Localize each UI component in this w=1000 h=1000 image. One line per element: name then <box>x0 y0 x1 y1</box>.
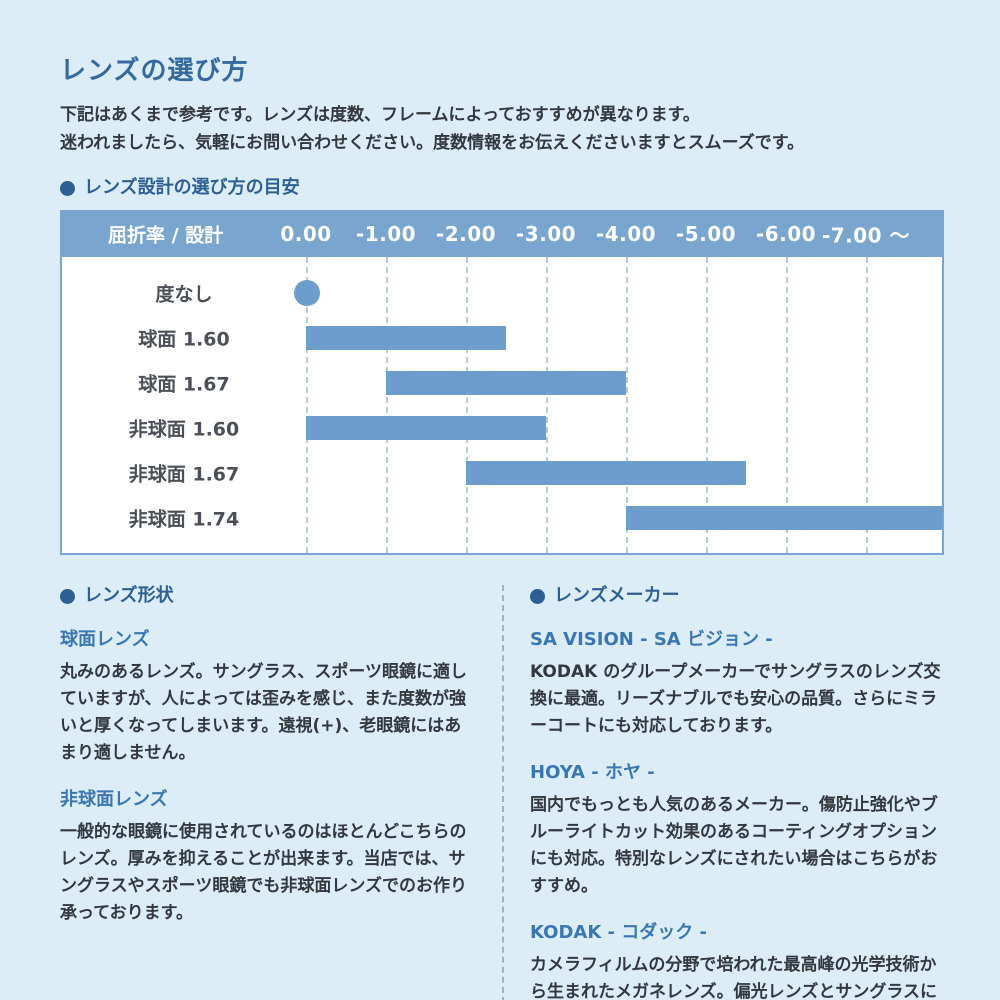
axis-tick: -5.00 <box>675 221 737 246</box>
axis-tick: 0.00 <box>280 221 332 246</box>
gridline <box>706 257 708 553</box>
chart-plot-area: 度なし球面 1.60 球面 1.67 非球面 1.60 非球面 1.67 非球面 1.7… <box>60 257 944 555</box>
bullet-icon <box>530 588 545 604</box>
lens-maker-title: レンズメーカー <box>554 585 680 606</box>
bullet-icon <box>60 588 75 604</box>
axis-tick: -4.00 <box>595 221 657 246</box>
row-label: 非球面 1.74 <box>128 508 240 530</box>
chart-row: 非球面 1.60 <box>62 405 942 450</box>
intro-text: 下記はあくまで参考です。レンズは度数、フレームによっておすすめが異なります。 迷… <box>60 101 944 157</box>
axis-title: 屈折率 / 設計 <box>108 224 224 246</box>
gridline <box>386 257 388 553</box>
page-title: レンズの選び方 <box>60 56 249 86</box>
chart-axis-header: 屈折率 / 設計 0.00 -1.00 -2.00 -3.00 -4.00 -5.00 -6… <box>60 210 944 257</box>
lens-maker-item-body: KODAK のグループメーカーでサングラスのレンズ交換に最適。リーズナブルでも安… <box>530 662 941 736</box>
intro-line-2: 迷われましたら、気軽にお問い合わせください。度数情報をお伝えくださいますとスムー… <box>60 133 805 153</box>
chart-row: 非球面 1.67 <box>62 450 942 495</box>
lens-shape-item-body: 一般的な眼鏡に使用されているのはほとんどこちらのレンズ。厚みを抑えることが出来ま… <box>60 822 467 923</box>
chart-row: 非球面 1.74 <box>62 495 942 540</box>
gridline <box>546 257 548 553</box>
dot-marker <box>294 279 320 306</box>
lens-shape-item-body: 丸みのあるレンズ。サングラス、スポーツ眼鏡に適していますが、人によっては歪みを感… <box>60 662 467 763</box>
lens-design-chart: 屈折率 / 設計 0.00 -1.00 -2.00 -3.00 -4.00 -5.00 -6… <box>60 210 944 555</box>
row-label: 非球面 1.67 <box>128 463 240 485</box>
lens-shape-item-title: 球面レンズ <box>60 629 150 650</box>
chart-row: 球面 1.67 <box>62 360 942 405</box>
lens-maker-heading: レンズメーカー <box>530 585 944 607</box>
gridline <box>626 257 628 553</box>
axis-tick: -6.00 <box>755 221 817 246</box>
lens-shape-title: レンズ形状 <box>84 585 174 606</box>
range-bar <box>626 505 942 530</box>
lens-maker-item-body: 国内でもっとも人気のあるメーカー。傷防止強化やブルーライトカット効果のあるコーテ… <box>530 795 938 896</box>
lens-maker-item-body: カメラフィルムの分野で培われた最高峰の光学技術から生まれたメガネレンズ。偏光レン… <box>530 955 937 1000</box>
row-label: 非球面 1.60 <box>128 418 240 440</box>
gridline <box>866 257 868 553</box>
lens-shape-heading: レンズ形状 <box>60 585 474 607</box>
bullet-icon <box>60 180 75 196</box>
range-bar <box>466 460 746 485</box>
chart-section-title: レンズ設計の選び方の目安 <box>84 177 300 198</box>
column-divider <box>502 585 504 1000</box>
range-bar <box>386 370 626 395</box>
chart-row: 球面 1.60 <box>62 315 942 360</box>
axis-tick: -3.00 <box>515 221 577 246</box>
intro-line-1: 下記はあくまで参考です。レンズは度数、フレームによっておすすめが異なります。 <box>60 105 700 125</box>
range-bar <box>306 415 546 440</box>
lens-maker-item-title: SA VISION - SA ビジョン - <box>530 629 773 650</box>
chart-section-heading: レンズ設計の選び方の目安 <box>60 177 944 199</box>
chart-row: 度なし <box>62 270 942 315</box>
lens-shape-section: レンズ形状球面レンズ丸みのあるレンズ。サングラス、スポーツ眼鏡に適していますが、… <box>60 585 474 1000</box>
lens-maker-item-title: KODAK - コダック - <box>530 922 708 943</box>
row-label: 度なし <box>155 283 213 305</box>
axis-tick: -7.00 ～ <box>821 223 911 247</box>
gridline <box>466 257 468 553</box>
lens-shape-item-title: 非球面レンズ <box>60 789 168 810</box>
lens-maker-section: レンズメーカー SA VISION - SA ビジョン - KODAK のグループメ… <box>530 585 944 1000</box>
row-label: 球面 1.60 <box>138 328 230 350</box>
axis-tick: -1.00 <box>355 221 417 246</box>
range-bar <box>306 325 506 350</box>
info-columns: レンズ形状球面レンズ丸みのあるレンズ。サングラス、スポーツ眼鏡に適していますが、… <box>60 585 944 1000</box>
lens-maker-item-title: HOYA - ホヤ - <box>530 762 655 783</box>
row-label: 球面 1.67 <box>138 373 230 395</box>
gridline <box>306 257 308 553</box>
gridline <box>786 257 788 553</box>
axis-tick: -2.00 <box>435 221 497 246</box>
